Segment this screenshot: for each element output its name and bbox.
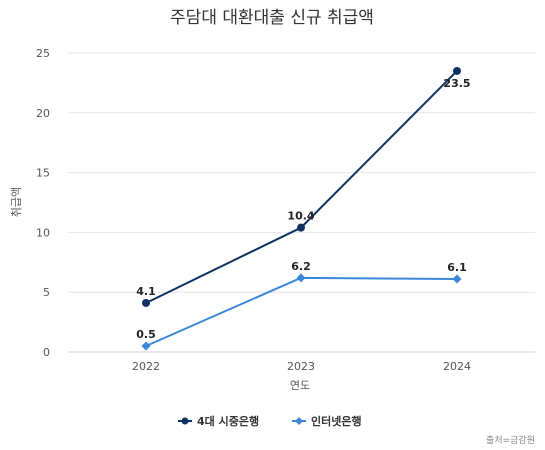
source-note: 출처=금감원: [486, 434, 535, 446]
y-tick-label: 25: [36, 47, 50, 60]
data-label: 6.2: [291, 260, 311, 273]
y-tick-label: 20: [36, 107, 50, 120]
data-point: [296, 273, 306, 283]
legend: 4대 시중은행 인터넷은행: [178, 414, 362, 428]
y-axis-ticks: 0 5 10 15 20 25: [36, 47, 50, 359]
data-label: 6.1: [447, 261, 467, 274]
legend-label: 인터넷은행: [311, 414, 362, 428]
data-point: [452, 274, 462, 284]
chart-title: 주담대 대환대출 신규 취급액: [170, 8, 374, 28]
x-axis-label: 연도: [290, 379, 310, 392]
y-tick-label: 15: [36, 167, 50, 180]
legend-item: 인터넷은행: [292, 414, 362, 428]
x-tick-label: 2024: [443, 360, 471, 373]
x-axis-ticks: 2022 2023 2024: [132, 360, 471, 373]
legend-label: 4대 시중은행: [197, 414, 259, 428]
series-2: 0.5 6.2 6.1: [136, 260, 467, 351]
legend-marker: [295, 417, 303, 425]
data-label: 10.4: [287, 210, 314, 223]
y-tick-label: 0: [43, 346, 50, 359]
data-label: 23.5: [443, 77, 470, 90]
series-1: 4.1 10.4 23.5: [136, 66, 471, 307]
data-label: 0.5: [136, 328, 156, 341]
y-tick-label: 10: [36, 226, 50, 239]
data-point: [453, 66, 461, 75]
series-group: 4.1 10.4 23.5 0.5 6.2 6.1: [136, 66, 471, 351]
y-tick-label: 5: [43, 286, 50, 299]
x-tick-label: 2022: [132, 360, 160, 373]
x-tick-label: 2023: [287, 360, 315, 373]
y-axis-label: 취급액: [10, 187, 23, 217]
legend-marker: [181, 417, 189, 425]
grid-lines: [68, 52, 535, 353]
data-point: [297, 223, 305, 232]
data-label: 4.1: [136, 285, 156, 298]
series-line: [145, 276, 458, 347]
data-point: [142, 298, 150, 307]
legend-item: 4대 시중은행: [178, 414, 259, 428]
data-point: [141, 341, 151, 351]
